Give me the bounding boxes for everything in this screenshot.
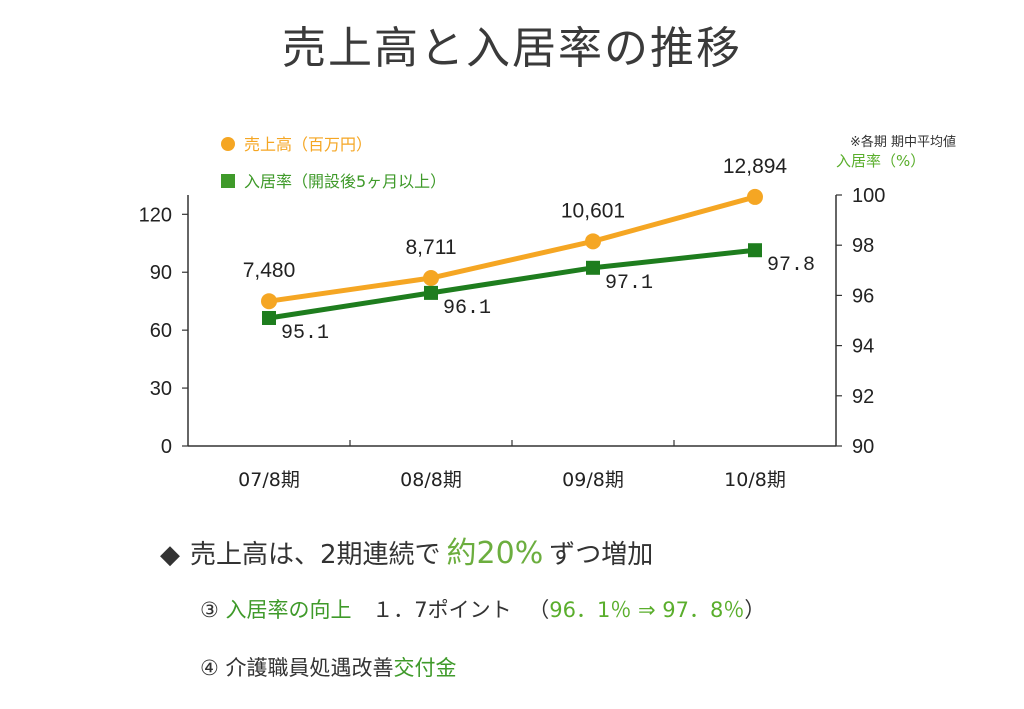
bullet-occupancy-paren-open: （ [528,598,550,622]
diamond-bullet-icon: ◆ [160,540,180,570]
sales-point [261,293,277,310]
legend-sales-label: 売上高（百万円） [244,135,372,154]
left-tick-label: 30 [150,378,172,400]
chart-legend: 売上高（百万円） 入居率（開設後5ヶ月以上） [221,135,446,191]
occupancy-data-label: 95.1 [281,322,329,345]
right-tick-label: 90 [852,436,874,458]
bullet-occupancy-values: 96．1％ ⇒ 97．8％ [549,598,745,622]
occupancy-data-label: 97.1 [605,272,653,295]
chart-note: ※各期 期中平均値 [850,134,956,150]
sales-data-label: 7,480 [243,259,296,282]
occupancy-point [262,310,276,325]
series-line-1 [268,194,756,304]
occupancy-point [748,243,762,258]
bullet-occupancy-text: １．7ポイント [372,598,512,622]
sales-point [585,233,601,250]
occupancy-data-label: 97.8 [767,254,815,277]
bullet-sales-text: 売上高は、2期連続で [190,540,441,570]
bullet-subsidy-text: 介護職員処遇改善 [225,656,394,680]
sales-data-label: 10,601 [561,199,625,222]
bullet-occupancy-number: ③ [200,598,219,622]
x-tick-label: 09/8期 [562,469,624,491]
sales-data-label: 8,711 [406,236,457,259]
right-tick-label: 98 [852,235,874,257]
bullet-subsidy: ④ 介護職員処遇改善交付金 [200,652,457,682]
bullet-occupancy: ③ 入居率の向上 １．7ポイント （96．1％ ⇒ 97．8％） [200,594,765,624]
bullet-subsidy-number: ④ [200,656,219,680]
bullet-sales-highlight: 約20% [446,536,544,571]
x-tick-label: 07/8期 [238,469,300,491]
sales-point [423,270,439,287]
series-line-2 [268,247,756,321]
right-tick-label: 100 [852,185,885,207]
occupancy-point [586,260,600,275]
chart-axes: 0 30 60 90 120 90 92 94 96 98 100 07/8期 08/8期 09/8期 10… [139,185,886,491]
occupancy-point [424,285,438,300]
bullet-occupancy-paren-close: ） [744,598,766,622]
legend-sales-marker [221,137,235,151]
sales-point [747,188,763,205]
x-tick-label: 10/8期 [724,469,786,491]
right-tick-label: 96 [852,285,874,307]
sales-data-label: 12,894 [723,155,788,178]
x-tick-label: 08/8期 [400,469,462,491]
legend-occupancy-label: 入居率（開設後5ヶ月以上） [244,172,446,191]
bullet-subsidy-highlight: 交付金 [393,656,457,680]
line-chart: 0 30 60 90 120 90 92 94 96 98 100 07/8期 08/8期 09/8期 10… [139,134,956,491]
left-tick-label: 90 [150,262,172,284]
right-tick-label: 94 [852,336,874,358]
left-tick-label: 120 [139,204,172,226]
legend-occupancy-marker [221,174,235,188]
occupancy-data-label: 96.1 [443,297,491,320]
bullet-sales: ◆ 売上高は、2期連続で 約20% ずつ増加 [160,528,653,572]
bullet-occupancy-highlight: 入居率の向上 [225,598,352,622]
right-tick-label: 92 [852,386,874,408]
bullet-sales-tail: ずつ増加 [549,540,654,570]
left-tick-label: 0 [161,436,172,458]
page-title: 売上高と入居率の推移 [282,23,742,74]
chart-series: 7,480 8,711 10,601 12,894 95.1 96.1 97.1 97.8 [243,155,815,345]
left-tick-label: 60 [150,320,172,342]
right-axis-label: 入居率（%） [836,152,925,170]
